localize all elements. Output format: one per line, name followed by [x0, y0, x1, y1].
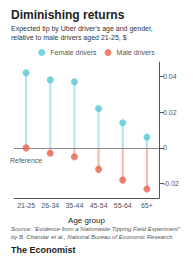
svg-text:The Economist: The Economist [11, 245, 76, 255]
svg-text:relative to male drivers aged: relative to male drivers aged 21-25, $ [11, 34, 127, 42]
svg-text:26-34: 26-34 [41, 202, 59, 209]
svg-text:0: 0 [163, 144, 167, 151]
svg-text:0.02: 0.02 [163, 109, 177, 116]
svg-text:Diminishing returns: Diminishing returns [11, 8, 125, 22]
svg-text:Male drivers: Male drivers [117, 49, 156, 56]
svg-text:Expected tip by Uber driver's: Expected tip by Uber driver's age and ge… [11, 25, 153, 33]
svg-text:45-54: 45-54 [90, 202, 108, 209]
svg-text:35-44: 35-44 [65, 202, 83, 209]
svg-text:Female drivers: Female drivers [50, 49, 97, 56]
svg-text:55-64: 55-64 [114, 202, 132, 209]
svg-text:Source: “Evidence from a Natio: Source: “Evidence from a Nationwide Tipp… [11, 226, 181, 232]
svg-text:Reference: Reference [10, 157, 42, 164]
svg-text:65+: 65+ [141, 202, 153, 209]
svg-text:-0.02: -0.02 [163, 180, 179, 187]
svg-text:0.04: 0.04 [163, 73, 177, 80]
svg-text:by B. Chandar et al., National: by B. Chandar et al., National Bureau of… [11, 234, 173, 240]
svg-text:21-25: 21-25 [17, 202, 35, 209]
svg-text:Age group: Age group [68, 216, 105, 225]
